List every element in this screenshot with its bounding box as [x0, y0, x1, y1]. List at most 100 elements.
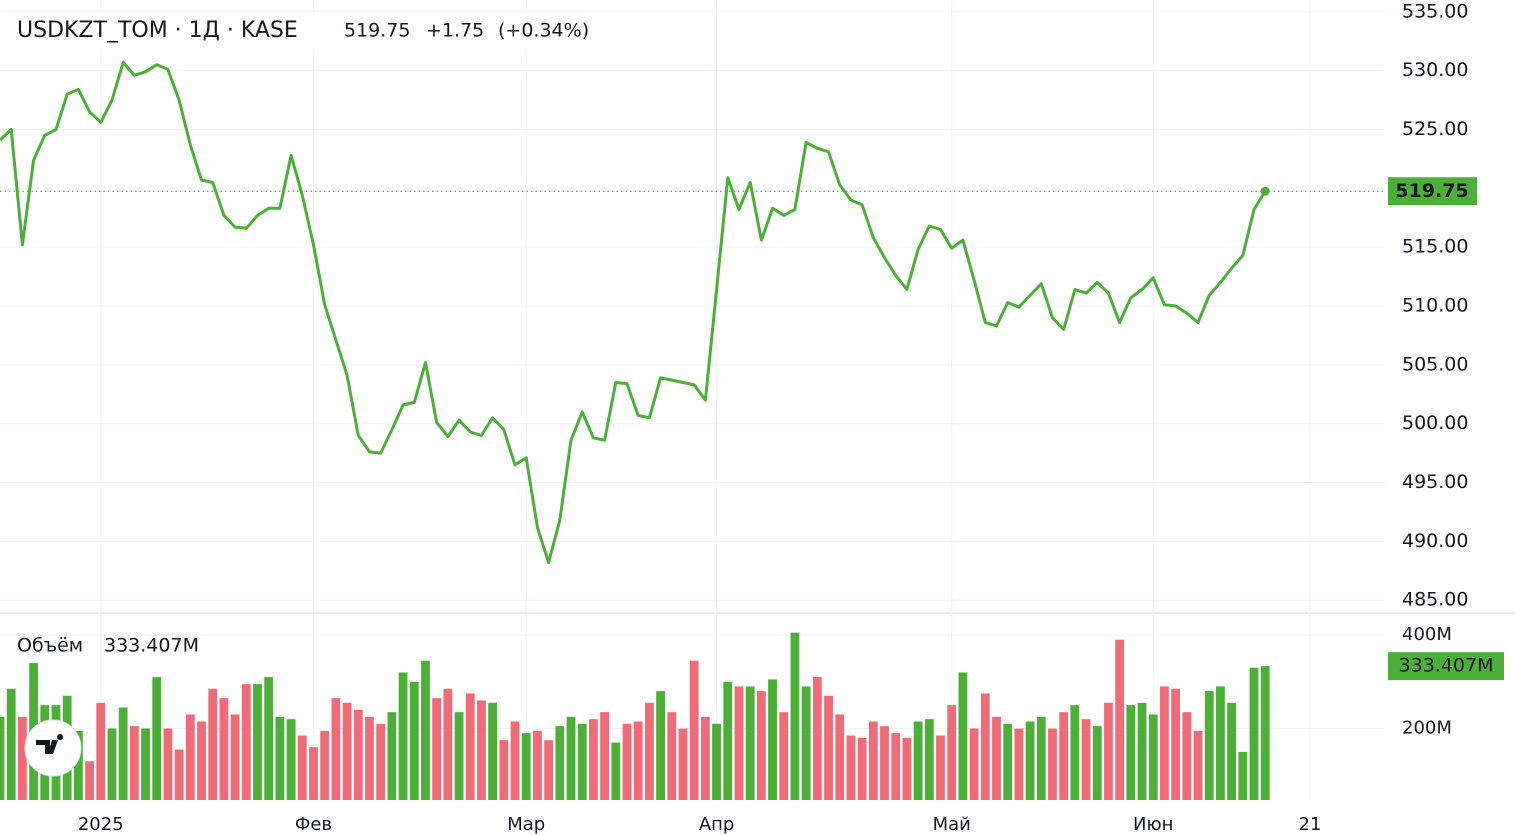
- volume-bar: [734, 686, 744, 800]
- volume-bar: [1104, 702, 1113, 800]
- volume-bar: [465, 693, 475, 800]
- volume-bar: [589, 719, 598, 800]
- y-tick-label: 500.00: [1402, 412, 1468, 434]
- price-change: +1.75: [426, 20, 484, 42]
- last-price-dot: [1260, 186, 1270, 196]
- volume-bar: [264, 677, 274, 800]
- x-tick-label: Май: [933, 814, 971, 835]
- volume-bar: [801, 686, 811, 800]
- volume-bar: [779, 712, 789, 800]
- y-tick-label: 515.00: [1402, 236, 1468, 258]
- volume-bar: [902, 737, 912, 800]
- volume-bar: [320, 730, 330, 800]
- y-tick-label: 490.00: [1402, 530, 1468, 552]
- price-line: [0, 60, 1267, 565]
- volume-bar: [432, 698, 442, 800]
- volume-bar: [947, 705, 957, 800]
- volume-bar: [824, 695, 833, 800]
- volume-bar: [633, 721, 643, 800]
- volume-bar: [521, 733, 531, 800]
- volume-bar: [689, 660, 699, 800]
- volume-bar: [197, 721, 206, 800]
- volume-bar: [1182, 712, 1192, 800]
- y-tick-label: 530.00: [1402, 59, 1468, 81]
- y-tick-label: 400M: [1402, 624, 1452, 645]
- volume-bar: [331, 698, 341, 800]
- volume-bar: [96, 702, 106, 800]
- symbol-title: USDKZT_TOM · 1Д · KASE: [17, 18, 298, 43]
- volume-bar: [555, 726, 565, 800]
- volume-bar: [17, 716, 27, 800]
- last-price: 519.75: [344, 20, 410, 42]
- volume-bar: [1081, 719, 1091, 800]
- volume-bar: [656, 691, 665, 800]
- volume-bar: [969, 728, 979, 800]
- volume-bar: [73, 730, 83, 800]
- volume-bar: [723, 681, 733, 800]
- volume-bar: [768, 679, 777, 800]
- volume-bar: [454, 712, 464, 800]
- volume-bar: [499, 740, 509, 800]
- y-tick-label: 495.00: [1402, 471, 1468, 493]
- volume-bar: [409, 681, 419, 800]
- volume-bar: [376, 723, 386, 800]
- volume-bar: [398, 672, 408, 800]
- logo-mark: [36, 734, 64, 754]
- x-tick-label: Мар: [507, 814, 545, 835]
- volume-bar: [342, 702, 352, 800]
- volume-bar: [286, 719, 296, 800]
- volume-bar: [1148, 714, 1158, 800]
- volume-last: 333.407M: [104, 635, 199, 657]
- volume-bar: [600, 712, 610, 800]
- volume-bar: [745, 686, 755, 800]
- volume-bar: [253, 684, 262, 800]
- y-tick-label: 510.00: [1402, 295, 1468, 317]
- volume-bar: [421, 660, 430, 800]
- volume-bar: [1036, 716, 1046, 800]
- volume-bar: [1238, 751, 1248, 800]
- y-tick-label: 535.00: [1402, 0, 1468, 22]
- volume-bar: [924, 719, 934, 800]
- volume-bar: [835, 714, 845, 800]
- volume-bar: [1227, 702, 1237, 800]
- volume-bar: [868, 721, 878, 800]
- volume-bar: [980, 693, 990, 800]
- volume-bar: [163, 728, 173, 800]
- volume-bar: [443, 688, 453, 800]
- volume-bar: [387, 712, 397, 800]
- volume-bar: [1126, 705, 1136, 800]
- volume-bar: [1160, 686, 1169, 800]
- volume-bar: [846, 735, 856, 800]
- volume-bar: [118, 707, 128, 800]
- price-change-pct: (+0.34%): [498, 20, 589, 42]
- volume-bar: [678, 728, 688, 800]
- volume-bar: [6, 688, 16, 800]
- volume-bar: [208, 688, 218, 800]
- volume-bar: [611, 742, 621, 800]
- volume-bar: [1137, 702, 1147, 800]
- volume-bar: [129, 726, 139, 800]
- volume-bar: [353, 709, 363, 800]
- x-tick-label: Апр: [699, 814, 735, 835]
- volume-badge-label: 333.407M: [1399, 655, 1494, 677]
- volume-bar: [913, 721, 923, 800]
- volume-bar: [1260, 666, 1270, 800]
- volume-bar: [174, 749, 184, 800]
- volume-bar: [1092, 726, 1102, 800]
- volume-bar: [790, 632, 800, 800]
- volume-bar: [700, 716, 710, 800]
- volume-title: Объём: [17, 635, 83, 657]
- volume-bar: [712, 723, 721, 800]
- volume-bar: [891, 733, 901, 800]
- volume-bar: [756, 691, 766, 800]
- x-tick-label: Июн: [1133, 814, 1173, 835]
- volume-bar: [1216, 686, 1225, 800]
- volume-bar: [1070, 705, 1080, 800]
- y-tick-label: 505.00: [1402, 353, 1468, 375]
- volume-bar: [230, 714, 240, 800]
- volume-bar: [1025, 721, 1035, 800]
- x-tick-label: 21: [1299, 814, 1322, 835]
- volume-bar: [1048, 728, 1057, 800]
- volume-bar: [141, 728, 150, 800]
